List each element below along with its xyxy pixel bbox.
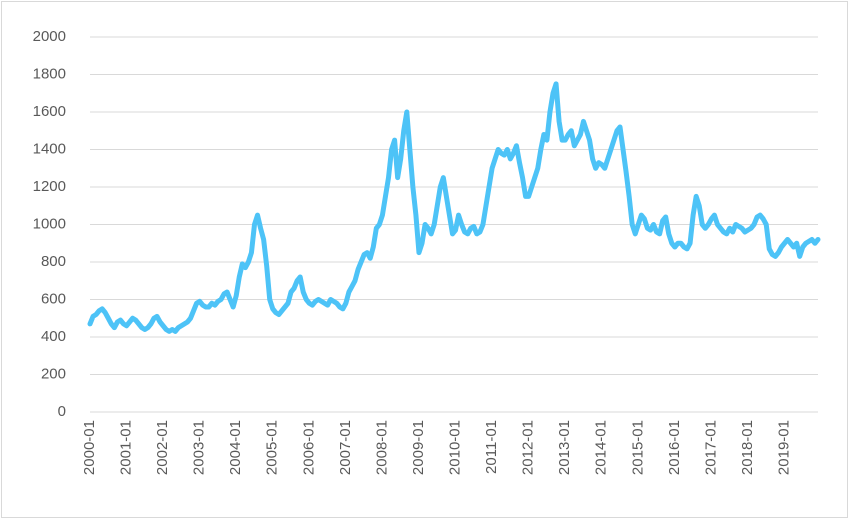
- x-tick-label: 2006-01: [300, 420, 317, 475]
- x-tick-label: 2015-01: [629, 420, 646, 475]
- x-tick-label: 2013-01: [556, 420, 573, 475]
- x-tick-label: 2017-01: [702, 420, 719, 475]
- x-tick-label: 2002-01: [154, 420, 171, 475]
- x-tick-label: 2005-01: [264, 420, 281, 475]
- y-tick-label: 1400: [33, 140, 66, 157]
- y-tick-label: 1800: [33, 65, 66, 82]
- x-tick-label: 2018-01: [739, 420, 756, 475]
- x-tick-label: 2014-01: [593, 420, 610, 475]
- x-tick-label: 2000-01: [81, 420, 98, 475]
- x-tick-label: 2001-01: [118, 420, 135, 475]
- x-tick-label: 2010-01: [446, 420, 463, 475]
- y-tick-label: 1600: [33, 103, 66, 120]
- x-tick-label: 2019-01: [775, 420, 792, 475]
- x-tick-label: 2007-01: [337, 420, 354, 475]
- x-tick-label: 2016-01: [666, 420, 683, 475]
- x-tick-label: 2003-01: [191, 420, 208, 475]
- x-tick-label: 2011-01: [483, 420, 500, 474]
- x-tick-label: 2009-01: [410, 420, 427, 475]
- line-series: [87, 81, 821, 334]
- y-tick-label: 200: [41, 365, 66, 382]
- y-tick-label: 600: [41, 290, 66, 307]
- y-tick-label: 400: [41, 328, 66, 345]
- y-tick-label: 800: [41, 253, 66, 270]
- y-tick-label: 0: [58, 403, 66, 420]
- x-tick-label: 2004-01: [227, 420, 244, 475]
- y-tick-label: 1000: [33, 215, 66, 232]
- x-tick-label: 2008-01: [373, 420, 390, 475]
- y-tick-label: 2000: [33, 28, 66, 45]
- x-tick-label: 2012-01: [520, 420, 537, 475]
- y-tick-label: 1200: [33, 178, 66, 195]
